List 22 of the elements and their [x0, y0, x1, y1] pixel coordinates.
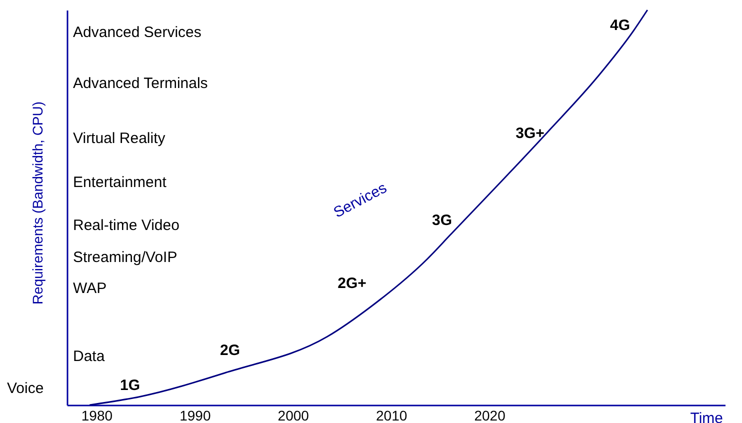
x-tick-label: 2010 — [376, 408, 408, 423]
x-tick-label: 2020 — [474, 408, 506, 423]
annotation: Virtual Reality — [73, 130, 166, 147]
annotation: WAP — [73, 280, 107, 297]
annotation: 1G — [120, 377, 140, 394]
annotation: Advanced Terminals — [73, 75, 208, 92]
annotation: 3G+ — [516, 125, 545, 142]
annotation: Real-time Video — [73, 217, 180, 234]
annotation: Streaming/VoIP — [73, 249, 178, 266]
x-tick-label: 1980 — [81, 408, 113, 423]
x-tick-label: 1990 — [180, 408, 211, 423]
x-axis-title: Time — [690, 410, 723, 423]
annotation: 4G — [610, 17, 630, 34]
x-tick-label: 2000 — [278, 408, 310, 423]
annotation: Data — [73, 348, 106, 365]
annotation: 3G — [432, 212, 452, 229]
annotation: 2G — [220, 342, 240, 359]
y-axis-title: Requirements (Bandwidth, CPU) — [30, 101, 46, 305]
text: Voice — [7, 380, 44, 397]
annotation: Advanced Services — [73, 24, 202, 41]
annotation: 2G+ — [338, 275, 367, 292]
annotation: Entertainment — [73, 174, 168, 191]
